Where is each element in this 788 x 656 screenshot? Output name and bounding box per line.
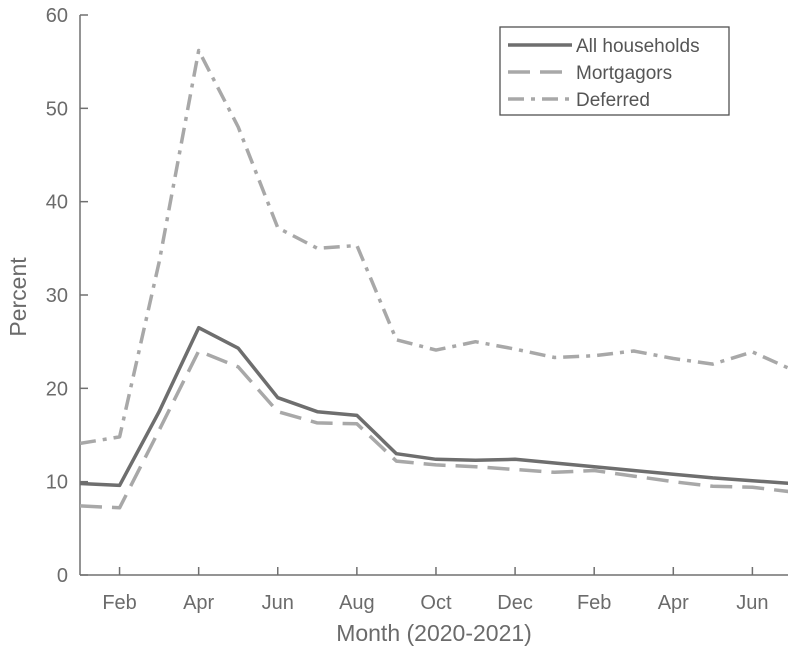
y-tick-label: 10: [46, 472, 68, 494]
x-tick-label: Jun: [262, 592, 294, 614]
x-tick-label: Feb: [577, 592, 611, 614]
chart-axes: 0 10 20 30 40 50 60 Feb Apr Jun Aug Oct Dec Feb Apr Jun: [46, 5, 788, 614]
series-line-all-households: [80, 325, 788, 488]
legend-box: [499, 26, 730, 116]
x-tick-label: Feb: [102, 592, 136, 614]
x-tick-label: Dec: [497, 592, 533, 614]
y-tick-label: 0: [57, 565, 68, 587]
y-tick-label: 60: [46, 5, 68, 27]
x-tick-label: Aug: [339, 592, 375, 614]
series-line-mortgagors: [80, 349, 788, 510]
y-tick-label: 50: [46, 98, 68, 120]
y-tick-label: 20: [46, 378, 68, 400]
x-tick-label: Jun: [736, 592, 768, 614]
y-tick-label: 40: [46, 192, 68, 214]
chart-legend: All households Mortgagors Deferred: [499, 26, 730, 116]
legend-label: All households: [576, 36, 700, 57]
y-axis-title: Percent: [5, 257, 31, 337]
x-tick-label: Apr: [658, 592, 689, 614]
chart-series: [80, 48, 788, 510]
x-tick-label: Oct: [420, 592, 452, 614]
x-tick-label: Apr: [183, 592, 214, 614]
x-axis-title: Month (2020-2021): [336, 620, 532, 646]
series-line-deferred: [80, 48, 788, 446]
legend-label: Deferred: [576, 90, 650, 111]
y-tick-label: 30: [46, 285, 68, 307]
legend-label: Mortgagors: [576, 63, 672, 84]
